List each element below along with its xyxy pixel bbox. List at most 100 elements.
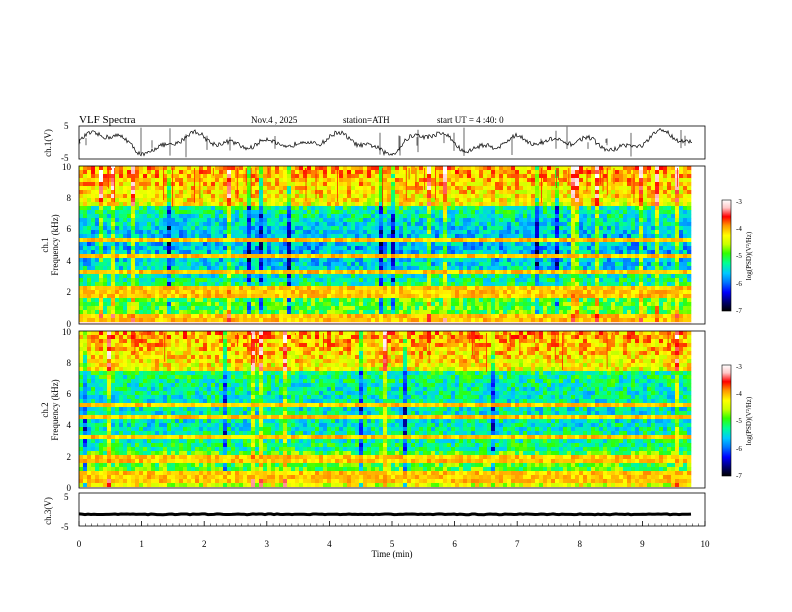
spectrogram-cell	[503, 214, 508, 219]
spectrogram-cell	[95, 310, 100, 315]
spectrogram-cell	[219, 210, 224, 215]
spectrogram-cell	[131, 298, 136, 303]
spectrogram-cell	[195, 178, 200, 183]
spectrogram-cell	[339, 194, 344, 199]
spectrogram-cell	[279, 222, 284, 227]
spectrogram-cell	[295, 242, 300, 247]
spectrogram-cell	[563, 266, 568, 271]
spectrogram-cell	[479, 178, 484, 183]
spectrogram-cell	[555, 250, 560, 255]
spectrogram-cell	[183, 314, 188, 319]
spectrogram-cell	[167, 318, 172, 323]
spectrogram-cell	[459, 190, 464, 195]
spectrogram-cell	[231, 234, 236, 239]
spectrogram-cell	[167, 302, 172, 307]
spectrogram-cell	[435, 218, 440, 223]
spectrogram-cell	[127, 290, 132, 295]
spectrogram-cell	[435, 282, 440, 287]
spectrogram-cell	[251, 278, 256, 283]
spectrogram-cell	[483, 170, 488, 175]
spectrogram-cell	[215, 202, 220, 207]
spectrogram-cell	[427, 298, 432, 303]
spectrogram-cell	[323, 246, 328, 251]
spectrogram-cell	[239, 230, 244, 235]
spectrogram-cell	[247, 242, 252, 247]
spectrogram-cell	[495, 178, 500, 183]
spectrogram-cell	[139, 270, 144, 275]
spectrogram-cell	[551, 182, 556, 187]
spectrogram-cell	[155, 254, 160, 259]
spectrogram-cell	[83, 266, 88, 271]
spectrogram-cell	[203, 258, 208, 263]
spectrogram-cell	[535, 270, 540, 275]
spectrogram-cell	[343, 298, 348, 303]
spectrogram-cell	[227, 174, 232, 179]
spectrogram-cell	[243, 202, 248, 207]
spectrogram-cell	[87, 294, 92, 299]
spectrogram-cell	[503, 170, 508, 175]
spectrogram-cell	[519, 306, 524, 311]
spectrogram-cell	[187, 282, 192, 287]
spectrogram-cell	[363, 298, 368, 303]
spectrogram-cell	[91, 282, 96, 287]
spectrogram-cell	[167, 314, 172, 319]
spectrogram-cell	[107, 170, 112, 175]
spectrogram-cell	[307, 202, 312, 207]
spectrogram-cell	[355, 238, 360, 243]
spectrogram-cell	[107, 258, 112, 263]
spectrogram-cell	[263, 182, 268, 187]
spectrogram-cell	[263, 246, 268, 251]
spectrogram-cell	[135, 174, 140, 179]
spectrogram-cell	[439, 266, 444, 271]
spectrogram-cell	[131, 314, 136, 319]
spectrogram-cell	[147, 194, 152, 199]
spectrogram-cell	[119, 202, 124, 207]
spectrogram-cell	[495, 258, 500, 263]
spectrogram-cell	[211, 250, 216, 255]
spectrogram-cell	[267, 274, 272, 279]
spectrogram-cell	[195, 310, 200, 315]
spectrogram-cell	[543, 246, 548, 251]
spectrogram-cell	[295, 254, 300, 259]
spectrogram-cell	[367, 278, 372, 283]
spectrogram-cell	[399, 174, 404, 179]
spectrogram-cell	[115, 194, 120, 199]
spectrogram-cell	[291, 234, 296, 239]
spectrogram-cell	[307, 250, 312, 255]
spectrogram-cell	[383, 174, 388, 179]
spectrogram-cell	[427, 170, 432, 175]
spectrogram-cell	[559, 322, 564, 325]
spectrogram-cell	[355, 202, 360, 207]
spectrogram-cell	[495, 210, 500, 215]
spectrogram-cell	[311, 210, 316, 215]
spectrogram-cell	[243, 170, 248, 175]
spectrogram-cell	[547, 170, 552, 175]
spectrogram-cell	[547, 182, 552, 187]
spectrogram-cell	[379, 250, 384, 255]
spectrogram-cell	[563, 294, 568, 299]
spectrogram-cell	[315, 322, 320, 325]
spectrogram-cell	[559, 270, 564, 275]
spectrogram-cell	[551, 314, 556, 319]
spectrogram-cell	[211, 298, 216, 303]
spectrogram-cell	[267, 306, 272, 311]
spectrogram-cell	[115, 246, 120, 251]
spectrogram-cell	[143, 166, 148, 171]
spectrogram-cell	[299, 318, 304, 323]
spectrogram-cell	[79, 170, 84, 175]
spectrogram-cell	[295, 194, 300, 199]
spectrogram-cell	[567, 302, 572, 307]
spectrogram-cell	[299, 178, 304, 183]
spectrogram-cell	[275, 186, 280, 191]
spectrogram-cell	[171, 226, 176, 231]
spectrogram-cell	[519, 226, 524, 231]
spectrogram-cell	[271, 290, 276, 295]
spectrogram-cell	[187, 294, 192, 299]
spectrogram-cell	[183, 294, 188, 299]
spectrogram-cell	[535, 282, 540, 287]
spectrogram-cell	[147, 262, 152, 267]
spectrogram-cell	[427, 306, 432, 311]
spectrogram-cell	[567, 270, 572, 275]
spectrogram-cell	[527, 310, 532, 315]
spectrogram-cell	[495, 306, 500, 311]
